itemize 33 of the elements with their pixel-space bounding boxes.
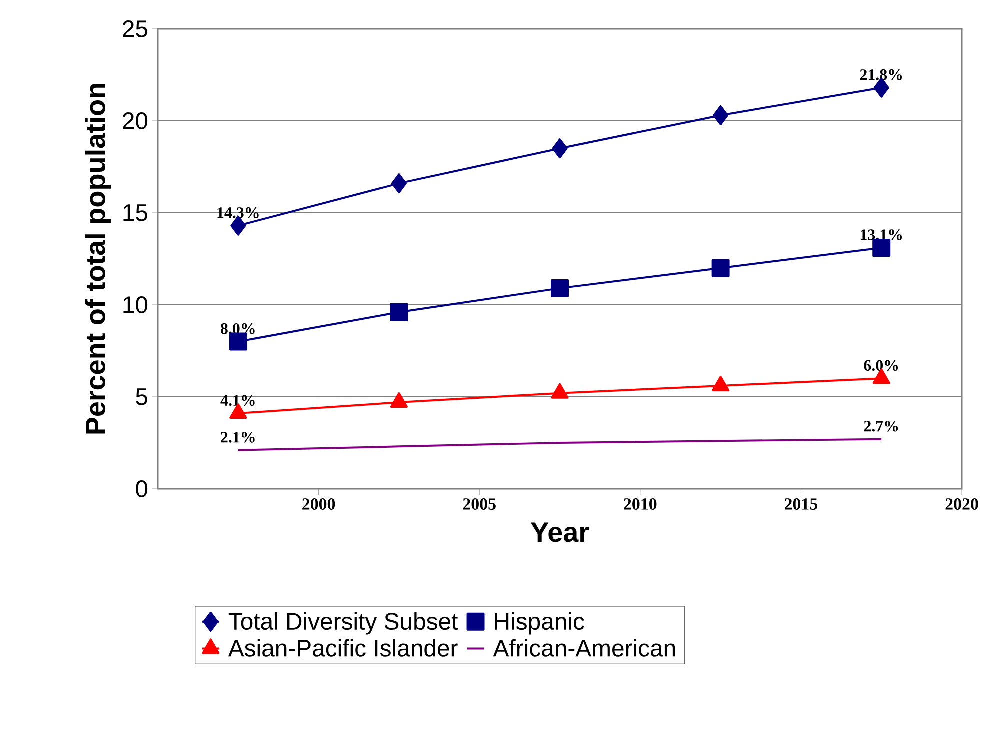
y-tick-label: 5 xyxy=(136,388,148,406)
point xyxy=(712,259,730,278)
legend-label: Hispanic xyxy=(495,612,584,635)
y-tick-label: 25 xyxy=(123,20,148,38)
point xyxy=(390,392,408,408)
x-axis-title: Year xyxy=(531,522,590,542)
legend-label: Asian-Pacific Islander xyxy=(228,639,458,657)
data-label: 8.0% xyxy=(221,323,255,334)
y-tick-label: 10 xyxy=(124,296,148,314)
data-label: 4.1% xyxy=(220,395,255,406)
y-axis-title: Percent of total population xyxy=(85,84,112,434)
point xyxy=(551,383,569,399)
x-tick-label: 2020 xyxy=(946,498,978,510)
data-label: 2.7% xyxy=(864,420,898,432)
x-tick-label: 2015 xyxy=(784,498,818,510)
y-tick-label: 15 xyxy=(124,204,148,222)
x-tick-label: 2010 xyxy=(624,498,657,510)
y-tick-label: 0 xyxy=(136,480,148,498)
x-tick-label: 2000 xyxy=(302,498,336,510)
legend-label: African-American xyxy=(493,639,676,657)
y-tick-label: 20 xyxy=(123,112,148,130)
data-label: 21.8% xyxy=(860,70,902,80)
point xyxy=(390,303,408,322)
point xyxy=(551,279,570,298)
data-label: 2.1% xyxy=(221,432,255,443)
point xyxy=(552,138,568,159)
data-label: 14.3% xyxy=(218,208,259,218)
point xyxy=(391,174,407,194)
point xyxy=(713,105,729,126)
legend-label: Total Diversity Subset xyxy=(228,612,458,635)
data-label: 6.0% xyxy=(864,360,898,372)
x-tick-label: 2005 xyxy=(463,498,496,510)
point xyxy=(712,376,730,392)
